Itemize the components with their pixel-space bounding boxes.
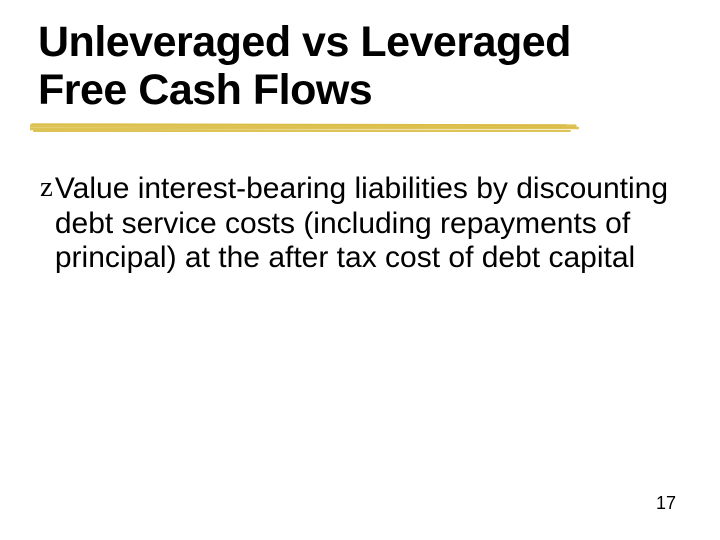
slide-container: Unleveraged vs Leveraged Free Cash Flows… [0,0,720,540]
title-underline [38,120,682,138]
title-line-1: Unleveraged vs Leveraged [38,18,571,66]
slide-title: Unleveraged vs Leveraged Free Cash Flows [38,18,682,114]
bullet-item: z Value interest-bearing liabilities by … [40,172,672,275]
bullet-glyph: z [40,172,53,204]
page-number: 17 [656,493,676,514]
underline-scribble [30,120,590,138]
title-line-2: Free Cash Flows [38,66,372,114]
bullet-text: Value interest-bearing liabilities by di… [55,172,672,275]
slide-body: z Value interest-bearing liabilities by … [38,172,682,275]
